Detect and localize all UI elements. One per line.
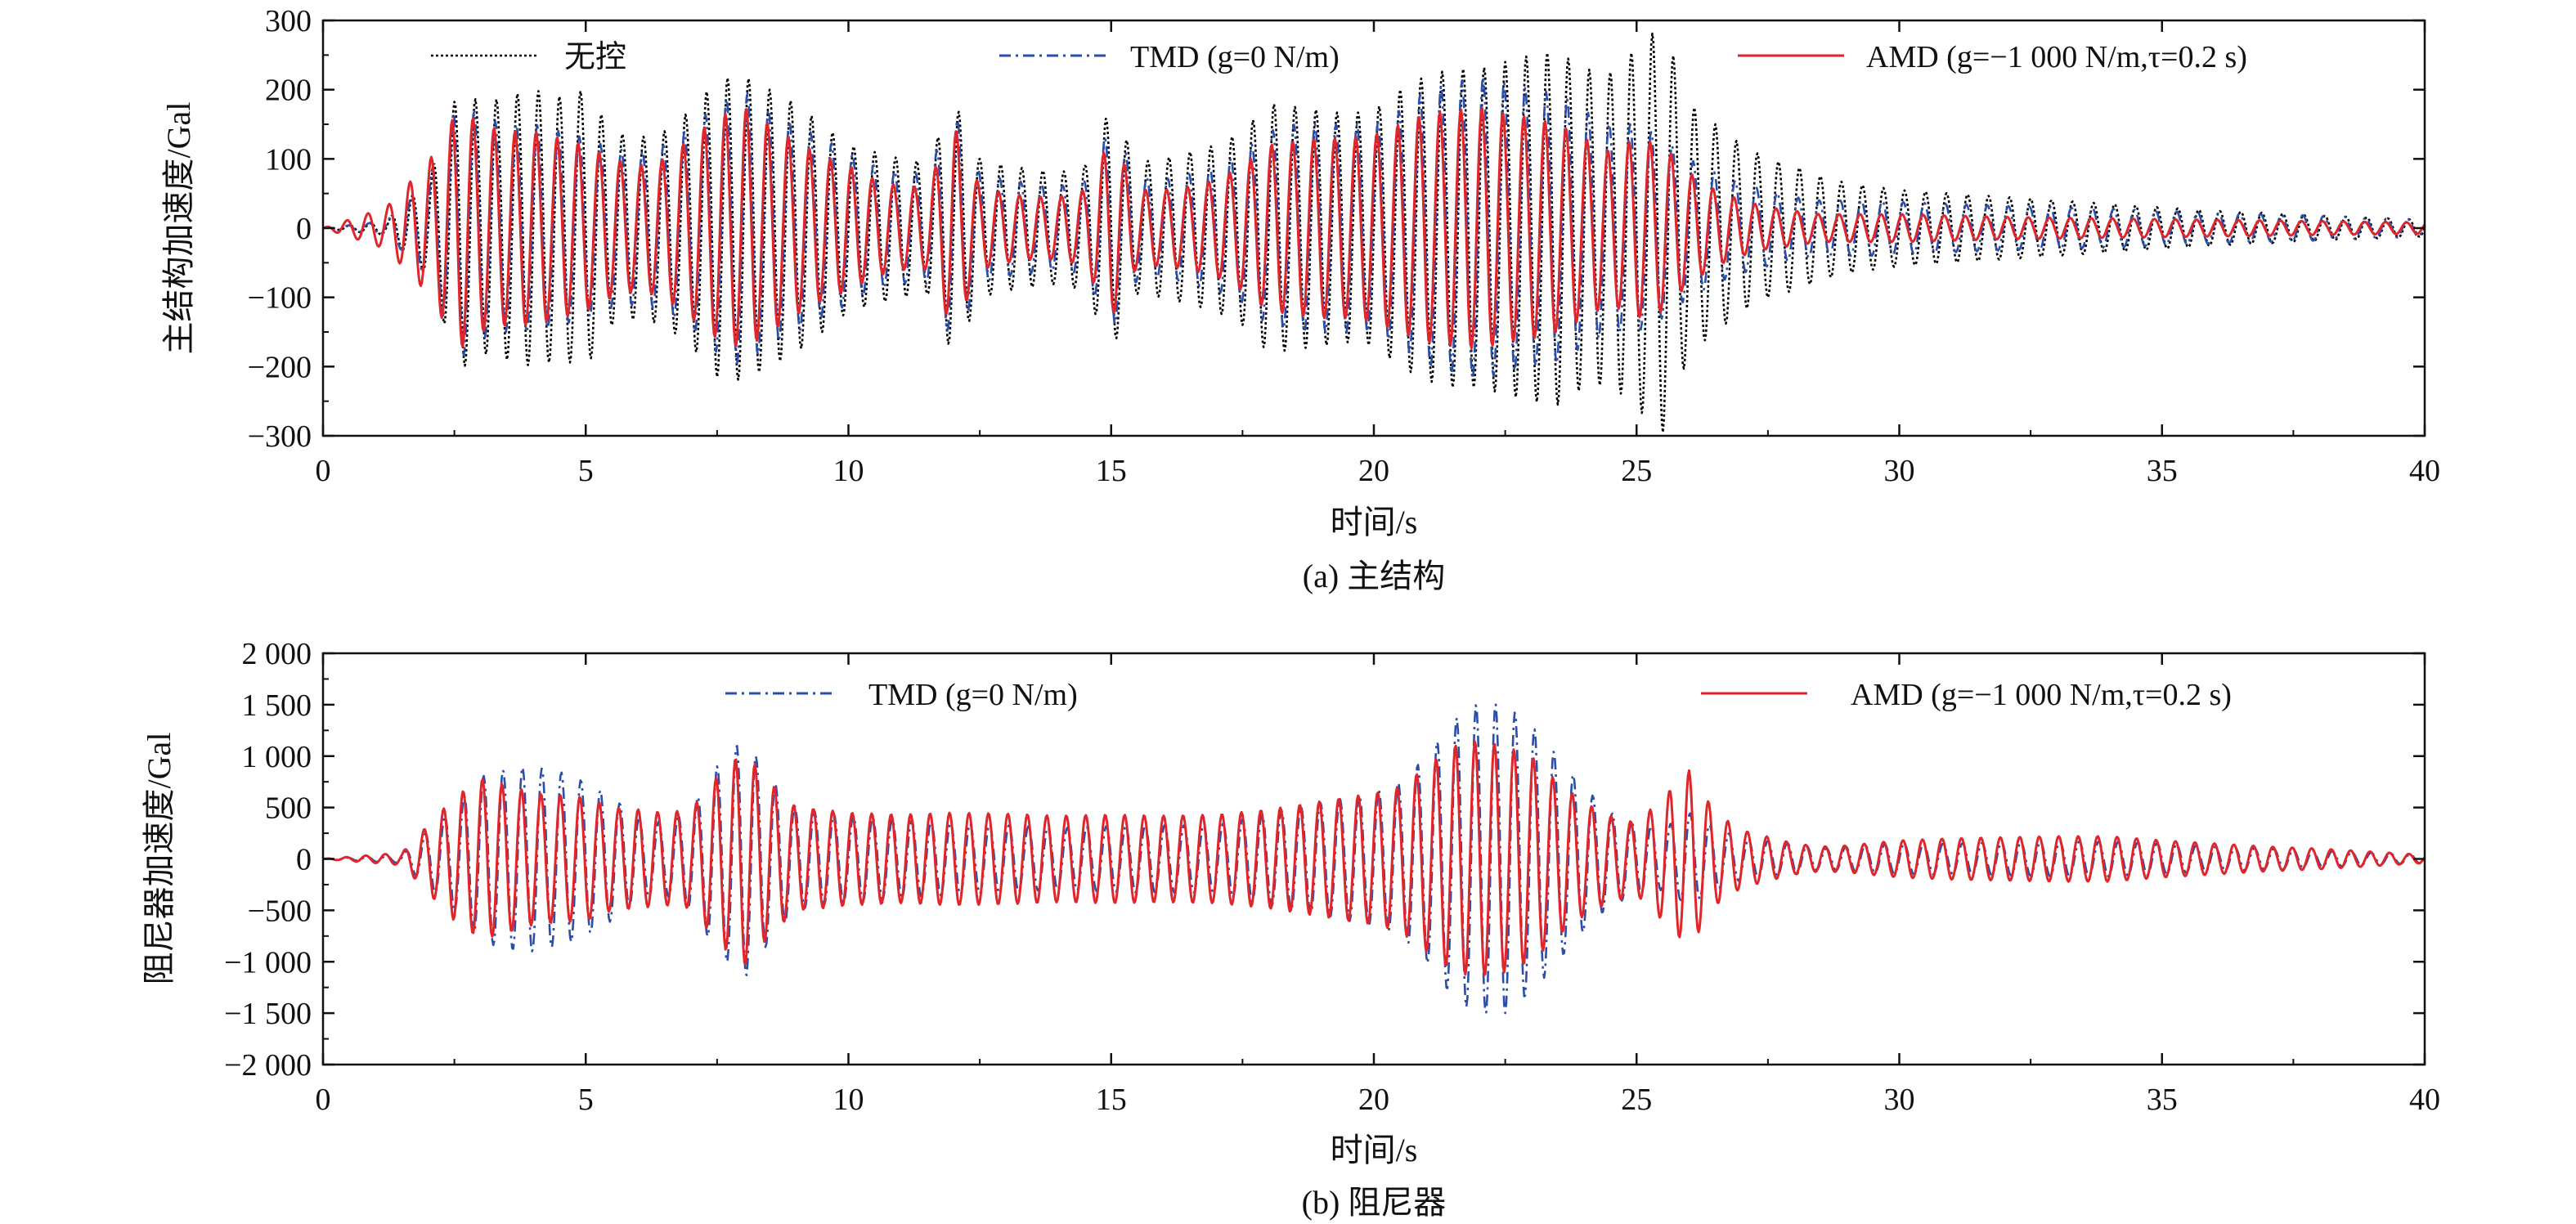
- legend-label-tmd: TMD (g=0 N/m): [1130, 40, 1340, 74]
- y-tick-label: 2 000: [242, 637, 312, 671]
- x-tick-label: 0: [316, 454, 331, 488]
- x-tick-label: 35: [2147, 1083, 2178, 1117]
- x-tick-label: 15: [1096, 1083, 1127, 1117]
- y-tick-label: −1 000: [224, 945, 312, 980]
- x-tick-label: 30: [1884, 454, 1915, 488]
- plot-area-damper: [322, 703, 2426, 1015]
- x-tick-label: 20: [1358, 1083, 1389, 1117]
- x-tick-label: 20: [1358, 454, 1389, 488]
- caption-damper: (b) 阻尼器: [1302, 1184, 1447, 1221]
- y-tick-label: −2 000: [224, 1048, 312, 1083]
- y-tick-label: −200: [248, 350, 312, 384]
- x-tick-label: 40: [2409, 1083, 2440, 1117]
- x-tick-label: 10: [833, 1083, 864, 1117]
- legend-label-tmd-damper: TMD (g=0 N/m): [868, 678, 1078, 712]
- y-tick-label: −300: [248, 419, 312, 454]
- series-line-main-structure-0: [323, 32, 2426, 434]
- legend-label-amd-damper: AMD (g=−1 000 N/m,τ=0.2 s): [1851, 678, 2232, 712]
- legend-label-amd: AMD (g=−1 000 N/m,τ=0.2 s): [1866, 40, 2247, 74]
- y-tick-label: 0: [296, 843, 312, 877]
- y-axis-label-damper: 阻尼器加速度/Gal: [141, 733, 177, 985]
- y-tick-label: 1 000: [242, 740, 312, 774]
- x-tick-label: 30: [1884, 1083, 1915, 1117]
- x-axis-label-damper: 时间/s: [1331, 1132, 1418, 1168]
- y-tick-label: 200: [265, 74, 312, 108]
- x-tick-label: 5: [578, 454, 594, 488]
- x-tick-label: 10: [833, 454, 864, 488]
- x-tick-label: 15: [1096, 454, 1127, 488]
- x-tick-label: 5: [578, 1083, 594, 1117]
- series-line-main-structure-2: [322, 106, 2426, 350]
- x-tick-label: 25: [1621, 454, 1652, 488]
- y-tick-label: 300: [265, 4, 312, 38]
- legend-damper: TMD (g=0 N/m) AMD (g=−1 000 N/m,τ=0.2 s): [725, 678, 2232, 712]
- x-tick-label: 35: [2147, 454, 2178, 488]
- x-axis-label-main-structure: 时间/s: [1331, 504, 1418, 540]
- x-tick-label: 40: [2409, 454, 2440, 488]
- panel-damper: 2 000 1 500 1 000 500 0 −500 −1 000 −1 500 −2 00…: [141, 637, 2440, 1221]
- y-axis-label-main-structure: 主结构加速度/Gal: [160, 102, 197, 355]
- y-ticks-main-structure: 300 200 100 0 −100 −200 −300: [248, 4, 2425, 454]
- x-tick-label: 0: [316, 1083, 331, 1117]
- y-tick-label: 1 500: [242, 688, 312, 723]
- y-tick-label: −1 500: [224, 997, 312, 1031]
- plot-area-main-structure: [322, 32, 2426, 434]
- series-line-damper-1: [322, 740, 2426, 976]
- y-tick-label: 0: [296, 212, 312, 246]
- y-ticks-damper: 2 000 1 500 1 000 500 0 −500 −1 000 −1 500 −2 00…: [224, 637, 2425, 1083]
- y-tick-label: −100: [248, 281, 312, 316]
- y-tick-label: 100: [265, 142, 312, 177]
- legend-main-structure: 无控 TMD (g=0 N/m) AMD (g=−1 000 N/m,τ=0.2…: [431, 40, 2247, 74]
- y-tick-label: 500: [265, 791, 312, 826]
- legend-label-uncontrolled: 无控: [564, 40, 626, 74]
- caption-main-structure: (a) 主结构: [1303, 558, 1445, 594]
- x-ticks-main-structure: 0 5 10 15 20 25 30 35 40: [316, 20, 2440, 488]
- x-ticks-damper: 0 5 10 15 20 25 30 35 40: [316, 653, 2440, 1117]
- x-tick-label: 25: [1621, 1083, 1652, 1117]
- y-tick-label: −500: [248, 894, 312, 928]
